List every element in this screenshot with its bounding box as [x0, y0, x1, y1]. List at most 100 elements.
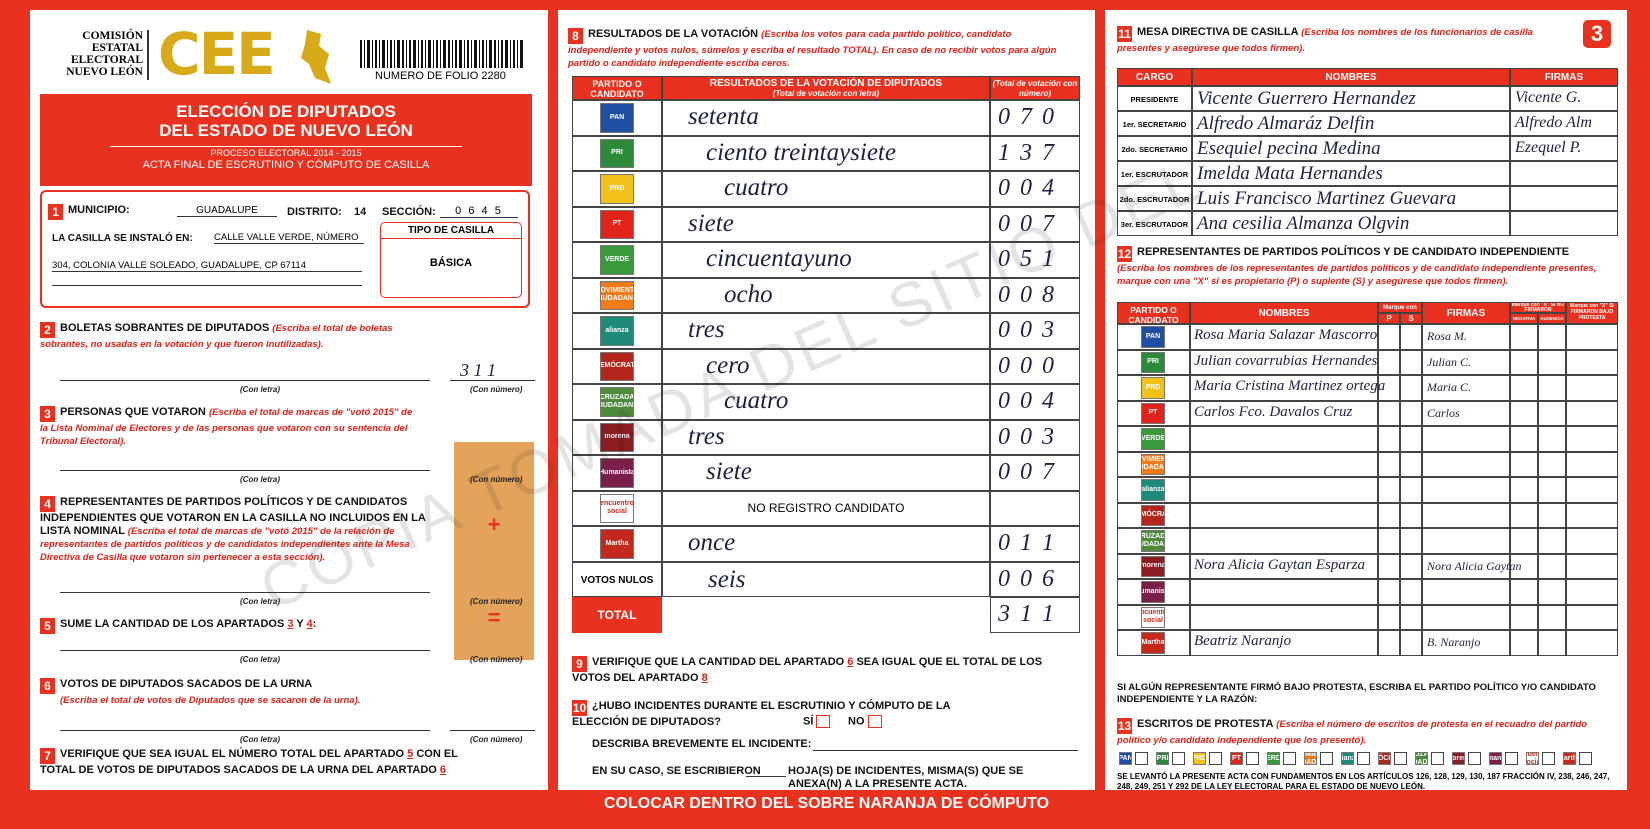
- table-cell: [1400, 579, 1422, 605]
- party-logo: PAN: [1119, 752, 1132, 765]
- handwritten-number: 3 1 1: [460, 360, 496, 380]
- number-cell: [990, 490, 1080, 526]
- header-cell: PARTIDO O CANDIDATO: [1117, 302, 1190, 324]
- votes: 0 0 7: [998, 210, 1056, 237]
- checkbox: [816, 715, 831, 728]
- letter-label: (Con letra): [240, 735, 280, 744]
- party-logo: encuentro social: [1526, 752, 1539, 765]
- party-logo: DEMÓCRATA: [1378, 752, 1391, 765]
- blank-line: [813, 750, 1078, 751]
- table-cell: [1538, 451, 1566, 477]
- title-line: DEL ESTADO DE NUEVO LEÓN: [159, 121, 413, 140]
- letters-cell: [662, 384, 990, 420]
- section-9: 9 VERIFIQUE QUE LA CANTIDAD DEL APARTADO …: [572, 656, 1072, 685]
- header-cell: PARTIDO O CANDIDATO: [572, 76, 662, 100]
- official-name: Luis Francisco Martinez Guevara: [1197, 188, 1457, 209]
- protest-box: [1283, 752, 1296, 765]
- table-cell: [1422, 375, 1510, 401]
- section-title: SUME LA CANTIDAD DE LOS APARTADOS: [60, 618, 285, 630]
- section-number: 9: [572, 656, 587, 672]
- table-cell: [1378, 604, 1400, 630]
- case-1: EN SU CASO, SE ESCRIBIERON: [592, 765, 761, 777]
- table-cell: [1400, 553, 1422, 579]
- signature-cell: [1510, 211, 1618, 236]
- table-cell: [1400, 349, 1422, 375]
- party-logo: PT: [1230, 752, 1243, 765]
- letters-cell: [662, 526, 990, 562]
- section-title: ESCRITOS DE PROTESTA: [1137, 718, 1274, 730]
- plus: +: [487, 512, 501, 537]
- table-cell: [1378, 502, 1400, 528]
- table-cell: [1566, 451, 1618, 477]
- table-cell: [1422, 579, 1510, 605]
- table-cell: [1538, 630, 1566, 656]
- municipio-row: 1 MUNICIPIO:: [48, 204, 130, 220]
- votes: 0 1 1: [998, 530, 1056, 556]
- table-cell: [1117, 451, 1190, 477]
- table-cell: [1190, 324, 1378, 350]
- number-cell: [990, 455, 1080, 491]
- table-cell: [1400, 375, 1422, 401]
- org-line: ESTATAL: [91, 42, 143, 54]
- process: PROCESO ELECTORAL 2014 - 2015: [110, 146, 462, 159]
- party-logo: CRUZADA CIUDADANA: [1415, 752, 1428, 765]
- protest-box: [1172, 752, 1185, 765]
- letters: cero: [706, 351, 750, 379]
- table-cell: [1378, 324, 1400, 350]
- party-logo: PAN: [1141, 326, 1165, 348]
- section-number: 13: [1117, 718, 1132, 734]
- letter-line: [60, 730, 430, 731]
- state-map: [301, 30, 331, 84]
- address: CALLE VALLE VERDE, NÚMERO: [214, 232, 364, 244]
- signature-cell: [1510, 136, 1618, 161]
- signature: Maria C.: [1427, 380, 1472, 394]
- representative-name: Rosa Maria Salazar Mascorro: [1194, 327, 1378, 343]
- table-cell: [1422, 349, 1510, 375]
- official-name: Imelda Mata Hernandes: [1197, 163, 1383, 184]
- protest-box: [1357, 752, 1370, 765]
- table-cell: [1190, 553, 1378, 579]
- section-number: 3: [40, 406, 55, 422]
- signature: Nora Alicia Gaytan: [1427, 558, 1522, 573]
- party-logo: MOVIMIENTO CIUDADANO: [600, 280, 634, 310]
- votes: 1 3 7: [998, 139, 1056, 166]
- letters: cuatro: [724, 387, 789, 414]
- section-note: (Escriba el total de votos de Diputados …: [60, 695, 361, 706]
- party-cell: [572, 455, 662, 491]
- official-name: Alfredo Almaráz Delfin: [1197, 113, 1375, 134]
- section-number: 11: [1117, 26, 1132, 42]
- section-6: 6 VOTOS DE DIPUTADOS SACADOS DE LA URNA (E…: [40, 678, 440, 707]
- table-cell: [1422, 324, 1510, 350]
- signature-cell: [1510, 111, 1618, 136]
- party-logo: encuentro social: [600, 493, 634, 523]
- table-cell: [1190, 400, 1378, 426]
- name-cell: [1192, 211, 1510, 236]
- party-logo: DEMÓCRATA: [1141, 504, 1165, 526]
- name-cell: [1192, 136, 1510, 161]
- label: SECCIÓN:: [382, 206, 436, 218]
- header-cell: S: [1400, 313, 1422, 324]
- protest-box: [1505, 752, 1518, 765]
- barcode: [360, 40, 523, 68]
- number-line: [450, 730, 535, 731]
- section-number: 12: [1117, 246, 1132, 262]
- table-cell: [1378, 553, 1400, 579]
- party-cell: [572, 526, 662, 562]
- case-2: HOJA(S) DE INCIDENTES, MISMA(S) QUE SE A…: [788, 765, 1024, 790]
- punct: :: [312, 618, 317, 630]
- table-cell: [1117, 400, 1190, 426]
- section-text: VERIFIQUE QUE LA CANTIDAD DEL APARTADO: [592, 656, 845, 668]
- table-cell: [1510, 375, 1538, 401]
- footer: COLOCAR DENTRO DEL SOBRE NARANJA DE CÓMP…: [603, 795, 1050, 812]
- number-label: (Con número): [470, 655, 523, 664]
- table-cell: [1422, 502, 1510, 528]
- table-cell: [1190, 375, 1378, 401]
- letters: ocho: [724, 280, 773, 308]
- number-label: (Con número): [470, 475, 523, 484]
- section-note: (Escriba el total de marcas de "votó 201…: [40, 526, 410, 563]
- party-logo: Humanista: [1489, 752, 1502, 765]
- party-logo: alianza: [1141, 479, 1165, 501]
- title-box: ELECCIÓN DE DIPUTADOS DEL ESTADO DE NUEV…: [40, 94, 532, 186]
- section-number: 4: [40, 496, 55, 512]
